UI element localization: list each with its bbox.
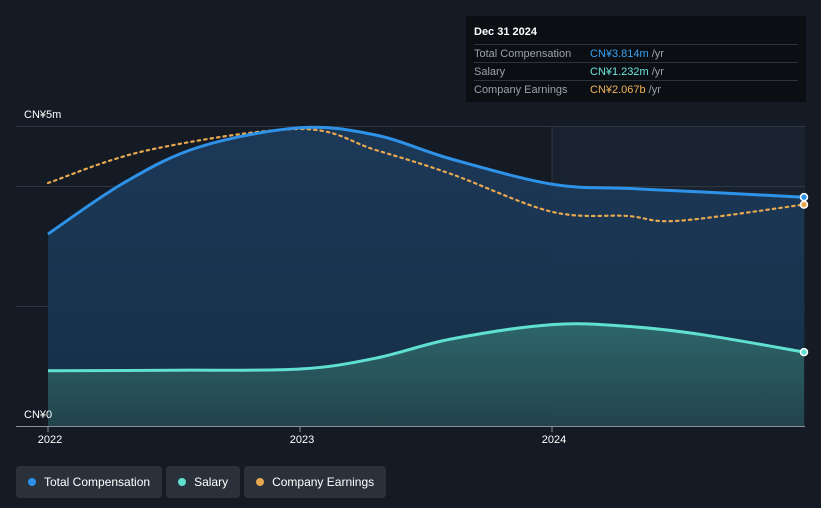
legend-dot-icon <box>178 478 187 486</box>
x-ticks: 2022 2023 2024 <box>38 426 566 446</box>
total-compensation-end-marker <box>799 192 809 202</box>
tooltip-unit: /yr <box>651 47 664 60</box>
salary-line <box>47 322 805 373</box>
company-earnings-line <box>46 127 806 223</box>
y-tick-top: CN¥5m <box>24 109 61 121</box>
tooltip-row-salary: Salary CN¥1.232m /yr <box>474 62 798 80</box>
salary-end-marker <box>799 347 809 357</box>
tooltip-label: Salary <box>474 65 506 78</box>
legend-item-salary[interactable]: Salary <box>166 466 241 498</box>
tooltip-row-earnings: Company Earnings CN¥2.067b /yr <box>474 80 798 98</box>
tooltip-row-total: Total Compensation CN¥3.814m /yr <box>474 44 798 62</box>
legend-label: Company Earnings <box>272 475 375 489</box>
company-earnings-end-marker <box>799 200 809 209</box>
tooltip-label: Company Earnings <box>474 83 568 96</box>
tooltip-label: Total Compensation <box>474 47 572 60</box>
x-tick-label: 2023 <box>290 434 314 446</box>
legend-item-total-compensation[interactable]: Total Compensation <box>16 466 163 498</box>
legend-dot-icon <box>28 478 36 486</box>
total-compensation-line <box>47 125 805 236</box>
tooltip-value: CN¥2.067b <box>590 83 646 96</box>
x-tick-label: 2024 <box>542 434 566 446</box>
tooltip: Dec 31 2024 Total Compensation CN¥3.814m… <box>466 16 806 102</box>
legend-label: Total Compensation <box>44 475 151 489</box>
tooltip-date: Dec 31 2024 <box>474 26 537 38</box>
legend-dot-icon <box>256 478 265 486</box>
tooltip-unit: /yr <box>648 83 661 96</box>
tooltip-unit: /yr <box>651 65 664 78</box>
x-tick-label: 2022 <box>38 434 62 446</box>
y-tick-bottom: CN¥0 <box>24 409 52 421</box>
legend-item-company-earnings[interactable]: Company Earnings <box>244 466 387 498</box>
salary-area <box>48 323 804 426</box>
tooltip-value: CN¥3.814m <box>590 47 649 60</box>
legend-label: Salary <box>194 475 229 489</box>
legend: Total Compensation Salary Company Earnin… <box>16 466 387 498</box>
tooltip-value: CN¥1.232m <box>590 65 649 78</box>
